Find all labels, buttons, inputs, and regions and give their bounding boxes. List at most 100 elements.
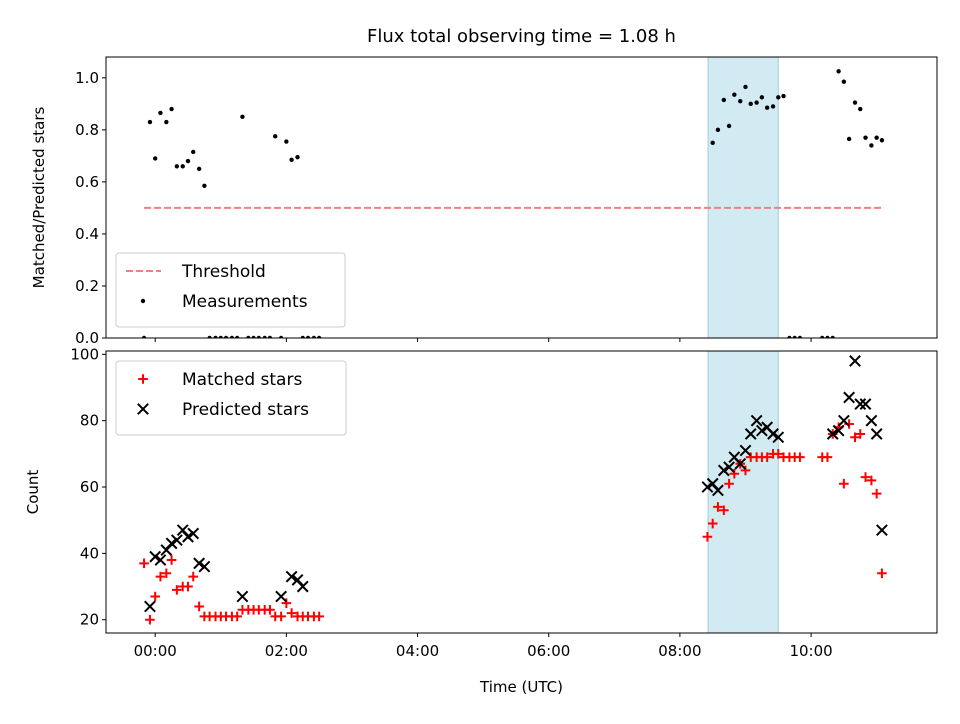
- predicted-star-point: [154, 554, 167, 566]
- y-tick-label: 20: [80, 611, 99, 629]
- measurement-point: [764, 105, 770, 110]
- highlight-band: [707, 56, 779, 339]
- matched-star-point: [145, 614, 155, 625]
- legend-plus-swatch: [138, 374, 148, 384]
- axes-frame: [105, 350, 938, 634]
- predicted-star-point: [744, 428, 757, 440]
- predicted-star-point: [739, 444, 752, 457]
- x-tick-label: 08:00: [658, 642, 701, 660]
- axes-frame: [105, 56, 938, 339]
- measurement-point: [721, 97, 727, 103]
- matched-star-point: [139, 558, 149, 569]
- matched-star-point: [844, 419, 854, 429]
- matched-star-point: [729, 468, 740, 479]
- measurement-point: [797, 335, 803, 338]
- matched-star-point: [724, 478, 734, 489]
- measurement-point: [185, 158, 191, 164]
- measurement-point: [284, 139, 289, 144]
- measurement-point: [879, 138, 885, 143]
- matched-star-point: [719, 505, 729, 516]
- measurement-point: [251, 335, 256, 338]
- legend-x-swatch: [137, 403, 149, 415]
- matched-star-point: [702, 531, 713, 542]
- measurement-point: [776, 95, 781, 100]
- measurement-point: [207, 335, 212, 338]
- y-tick-label: 0.8: [75, 121, 99, 139]
- matched-star-point: [795, 452, 805, 462]
- measurement-point: [770, 104, 776, 109]
- legend-label: Threshold: [181, 262, 266, 282]
- measurement-point: [278, 335, 284, 338]
- predicted-star-point: [701, 481, 714, 493]
- predicted-star-point: [865, 414, 878, 427]
- measurement-point: [141, 335, 147, 338]
- series-group-0: [0, 69, 885, 338]
- x-axis-label: Time (UTC): [479, 678, 563, 696]
- y-tick-label: 0.0: [75, 329, 99, 347]
- measurement-point: [820, 335, 825, 338]
- measurement-point: [0, 147, 2, 151]
- matched-star-point: [232, 611, 242, 622]
- predicted-star-point: [285, 570, 298, 583]
- matched-star-point: [314, 611, 324, 622]
- measurement-point: [213, 335, 218, 338]
- predicted-star-point: [750, 414, 763, 427]
- matched-star-point: [172, 585, 182, 595]
- matched-star-point: [740, 465, 751, 476]
- y-tick-label: 80: [80, 412, 99, 430]
- predicted-star-point: [236, 590, 249, 603]
- measurement-point: [305, 335, 311, 338]
- measurement-point: [164, 119, 169, 125]
- y-tick-label: 0.6: [75, 173, 99, 191]
- x-tick-label: 02:00: [265, 642, 308, 660]
- predicted-star-point: [193, 557, 206, 570]
- matched-star-point: [707, 518, 718, 529]
- matched-star-point: [155, 571, 166, 582]
- matched-star-point: [839, 478, 849, 489]
- predicted-star-point: [712, 484, 724, 497]
- legend-dot-swatch: [140, 298, 146, 304]
- legend-box: [115, 360, 347, 436]
- predicted-star-point: [198, 560, 211, 573]
- y-axis-label: Count: [24, 470, 42, 515]
- matched-star-point: [265, 604, 275, 615]
- measurement-point: [316, 335, 322, 338]
- predicted-star-point: [723, 461, 735, 474]
- measurement-point: [792, 335, 797, 338]
- predicted-star-point: [843, 391, 856, 404]
- predicted-star-point: [849, 355, 861, 367]
- matched-star-point: [161, 568, 172, 579]
- matched-star-point: [871, 488, 882, 499]
- predicted-star-point: [144, 600, 156, 613]
- matched-star-point: [150, 591, 160, 602]
- chart-title: Flux total observing time = 1.08 h: [367, 26, 676, 47]
- predicted-star-point: [165, 537, 178, 550]
- predicted-star-point: [870, 428, 883, 440]
- measurement-point: [196, 166, 202, 172]
- x-tick-label: 00:00: [134, 642, 177, 660]
- measurement-point: [147, 119, 153, 125]
- measurement-point: [846, 136, 852, 142]
- measurement-point: [311, 335, 317, 338]
- measurement-point: [830, 335, 835, 338]
- measurement-point: [262, 335, 267, 338]
- predicted-star-point: [296, 580, 309, 593]
- predicted-star-point: [717, 464, 730, 477]
- measurement-point: [158, 110, 163, 116]
- y-tick-label: 0.2: [75, 277, 99, 295]
- measurement-point: [180, 164, 185, 169]
- measurement-point: [256, 335, 262, 338]
- measurement-point: [869, 143, 874, 148]
- predicted-star-point: [854, 398, 867, 410]
- matched-star-point: [183, 581, 193, 592]
- matched-star-point: [281, 598, 292, 608]
- measurement-point: [715, 127, 721, 133]
- matched-star-point: [866, 475, 877, 486]
- measurement-point: [852, 100, 858, 105]
- measurement-point: [710, 140, 715, 146]
- matched-star-point: [194, 601, 204, 612]
- predicted-star-point: [875, 524, 888, 537]
- measurement-point: [191, 149, 196, 155]
